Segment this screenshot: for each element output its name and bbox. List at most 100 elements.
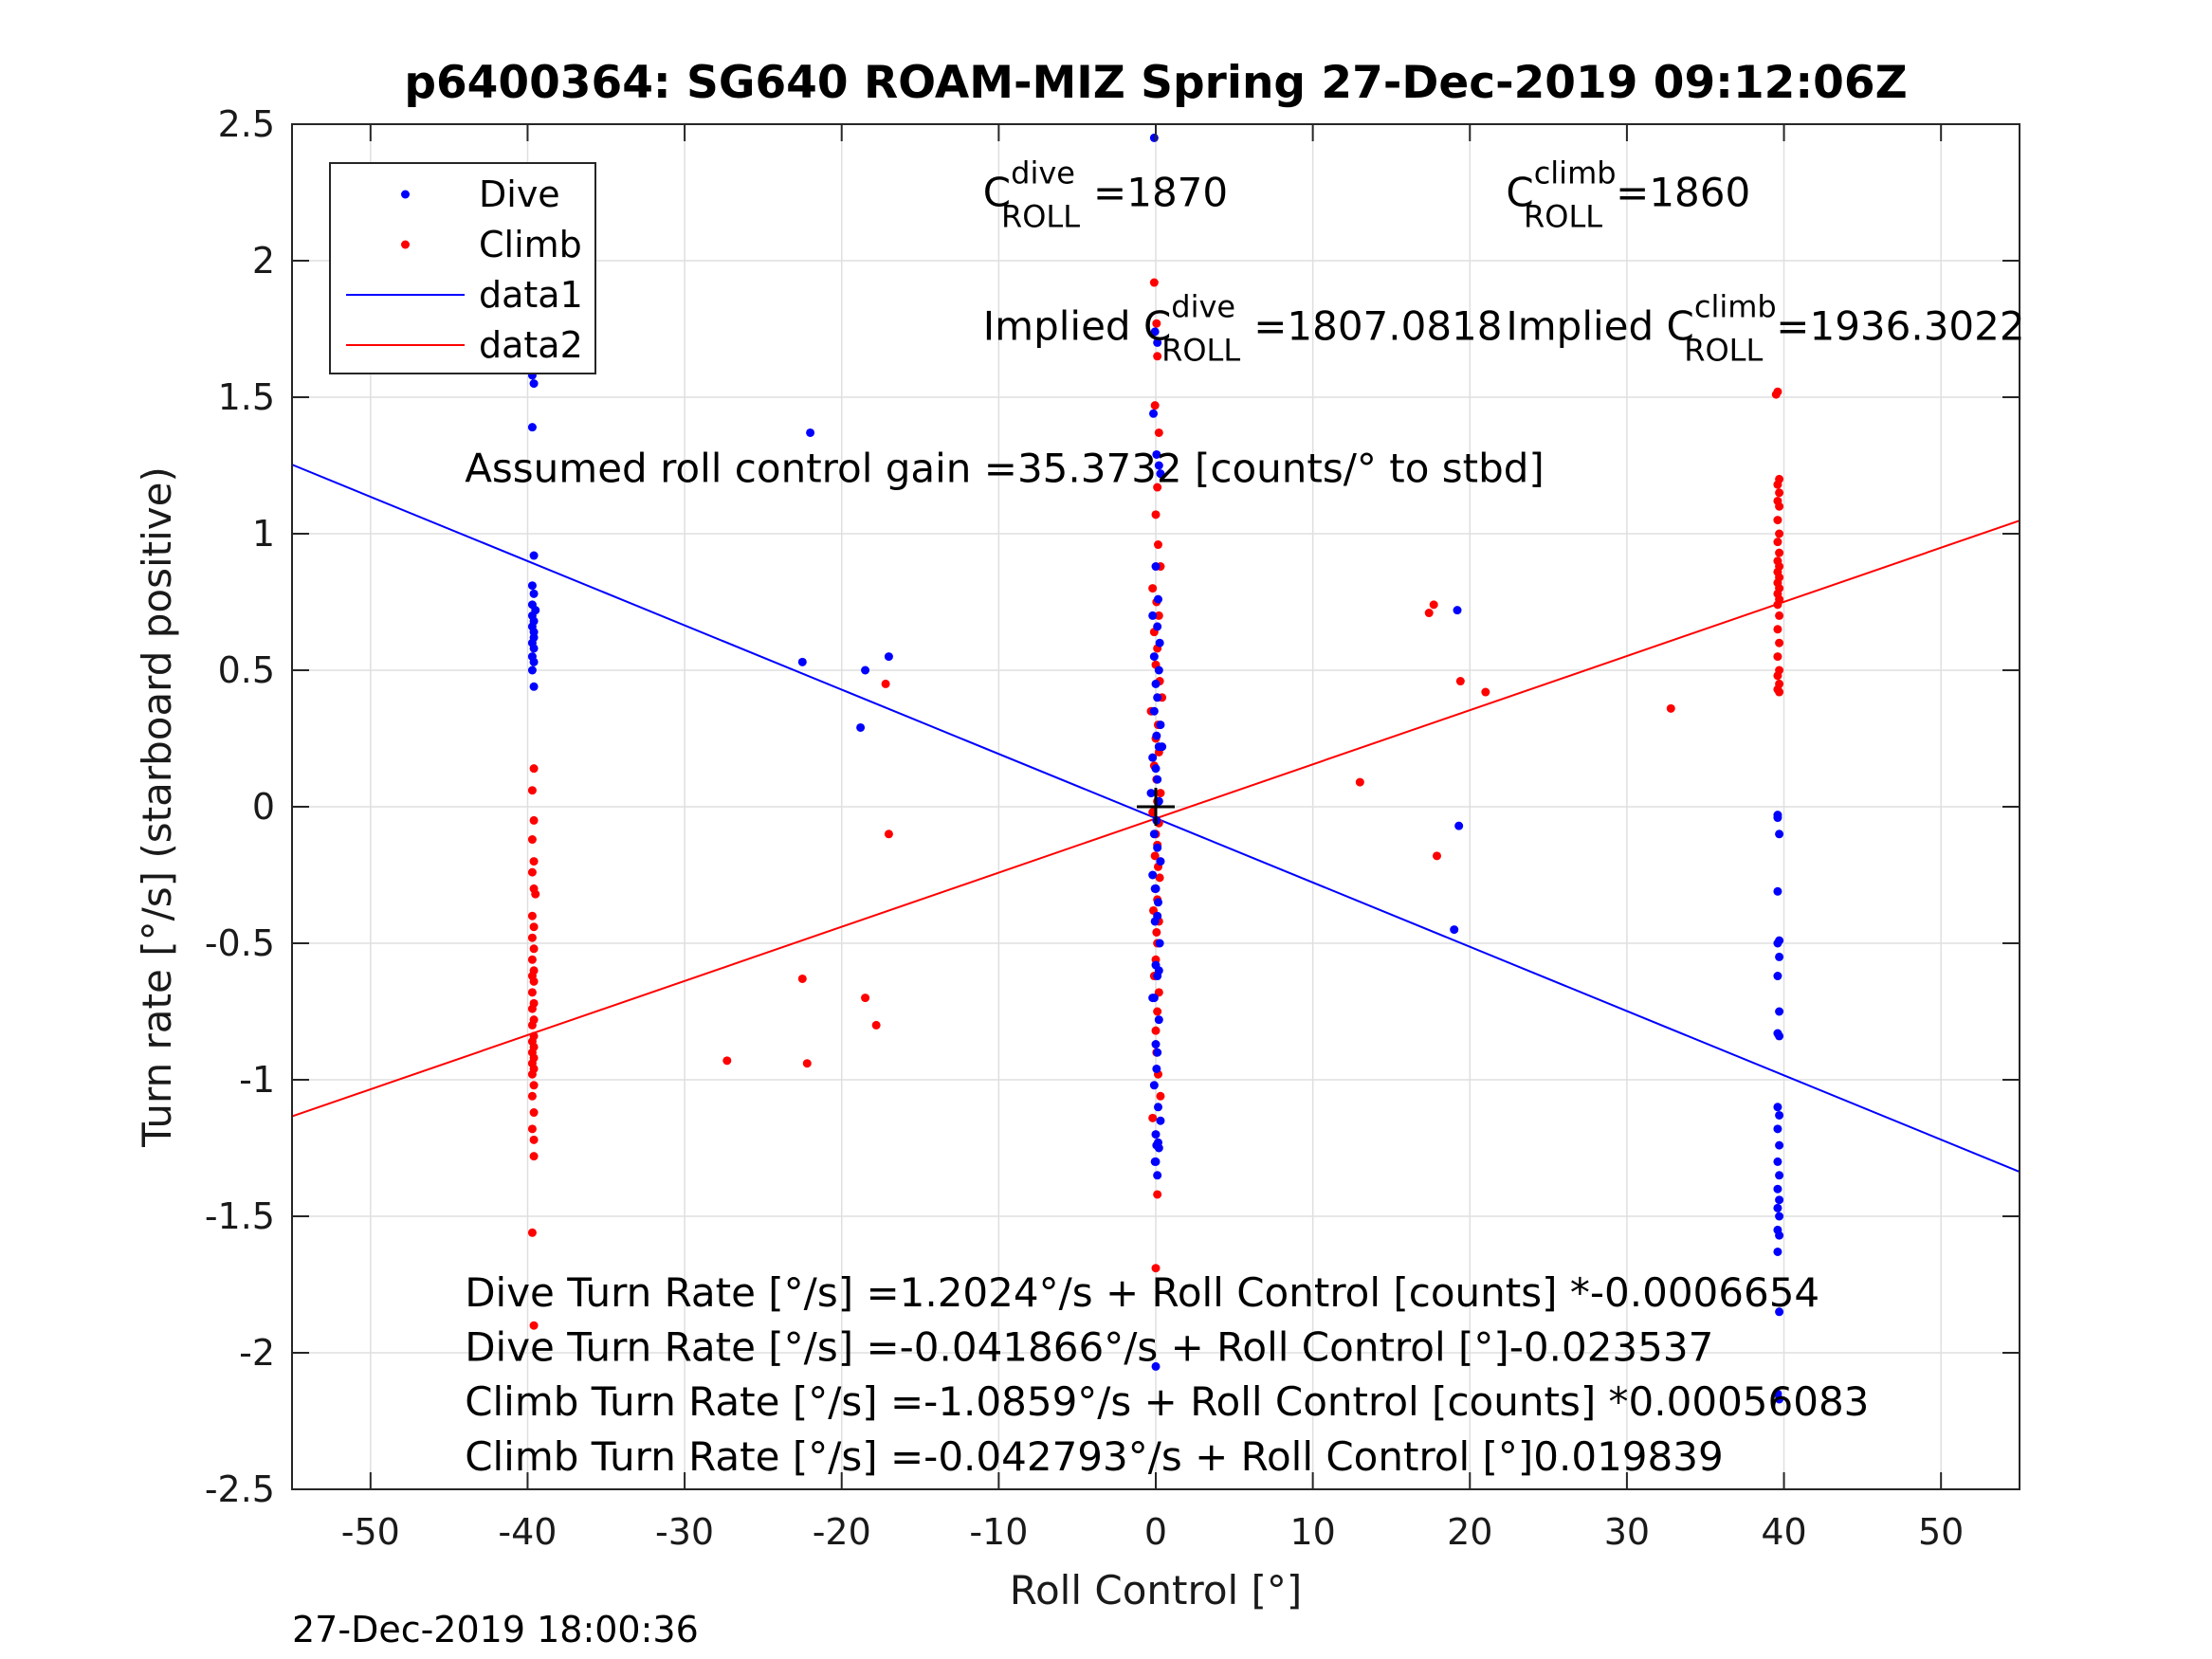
point-dive [1775, 1110, 1784, 1120]
point-climb [1455, 677, 1465, 686]
point-dive [1773, 972, 1782, 981]
point-dive [1156, 469, 1165, 479]
point-climb [1773, 538, 1782, 547]
point-climb [527, 867, 537, 877]
center-marker [1137, 788, 1175, 826]
point-dive [1149, 133, 1159, 142]
point-dive [1775, 1212, 1784, 1221]
y-tick-label: -0.5 [205, 922, 275, 964]
point-climb [1481, 687, 1490, 697]
point-climb [1773, 387, 1782, 396]
point-climb [1773, 516, 1782, 525]
point-dive [1153, 1048, 1162, 1057]
point-dive [856, 722, 866, 732]
point-climb [1151, 1264, 1161, 1273]
point-dive [1153, 775, 1162, 784]
point-dive [1151, 764, 1161, 774]
point-climb [1153, 483, 1162, 492]
point-dive [529, 551, 539, 560]
point-climb [531, 889, 540, 899]
point-dive [1155, 638, 1164, 647]
point-climb [1355, 777, 1364, 787]
point-dive [1775, 952, 1784, 961]
point-dive [1151, 1040, 1161, 1049]
point-dive [1775, 1231, 1784, 1240]
x-tick-label: -10 [969, 1511, 1028, 1553]
x-tick-label: 0 [1144, 1511, 1167, 1553]
y-tick-label: 0 [252, 786, 275, 828]
point-climb [529, 764, 539, 774]
point-dive [1153, 1138, 1162, 1147]
point-dive [1773, 811, 1782, 820]
point-dive [1149, 706, 1159, 716]
point-dive [1775, 1395, 1784, 1404]
point-dive [1153, 622, 1162, 631]
implied-c-roll-climb-annotation: Implied Cclimb ROLL=1936.3022 [1506, 289, 2024, 369]
point-climb [527, 1020, 537, 1030]
point-dive [527, 581, 537, 591]
point-climb [1152, 319, 1161, 328]
point-dive [529, 657, 539, 666]
legend-label: Dive [479, 173, 560, 215]
point-dive [797, 657, 807, 666]
implied-c-roll-dive-annotation: Implied Cdive ROLL=1807.0818 [983, 289, 1503, 369]
point-dive [1149, 652, 1159, 662]
point-dive [1775, 1195, 1784, 1205]
point-climb [1156, 789, 1165, 798]
point-dive [529, 379, 539, 389]
point-climb [1773, 600, 1782, 610]
x-tick-label: 30 [1604, 1511, 1650, 1553]
point-climb [527, 1228, 537, 1237]
point-dive [884, 652, 893, 662]
point-climb [1773, 671, 1782, 681]
point-climb [527, 1004, 537, 1013]
point-climb [1775, 638, 1784, 647]
point-climb [1154, 428, 1163, 437]
point-dive [1151, 1361, 1161, 1371]
y-tick-label: 2 [252, 240, 275, 282]
legend-box [329, 162, 596, 374]
point-dive [529, 589, 539, 598]
y-tick-label: -1 [239, 1059, 275, 1101]
x-tick-label: -30 [655, 1511, 714, 1553]
legend-label: data1 [479, 274, 583, 316]
legend: Dive Climb data1 data2 [329, 162, 596, 374]
point-dive [1148, 611, 1158, 620]
point-dive [1148, 753, 1158, 762]
point-dive [1775, 1140, 1784, 1150]
equations: Dive Turn Rate [°/s] =1.2024°/s + Roll C… [465, 1269, 1869, 1480]
point-climb [802, 1059, 812, 1068]
point-climb [1153, 1190, 1162, 1199]
point-climb [527, 1091, 537, 1101]
point-dive [1156, 857, 1165, 866]
point-climb [884, 830, 893, 839]
point-climb [529, 857, 539, 866]
point-dive [1146, 789, 1156, 798]
point-dive [1151, 679, 1161, 688]
point-climb [797, 974, 807, 983]
point-climb [1153, 540, 1162, 550]
point-climb [1153, 352, 1162, 361]
point-dive [1773, 1203, 1782, 1212]
chart-title: p6400364: SG640 ROAM-MIZ Spring 27-Dec-2… [404, 57, 1907, 109]
point-climb [529, 922, 539, 932]
point-dive [806, 428, 815, 437]
point-dive [1155, 939, 1164, 948]
x-tick-label: 50 [1918, 1511, 1964, 1553]
point-climb [1152, 927, 1161, 937]
point-dive [1158, 742, 1167, 752]
point-dive [1154, 665, 1163, 675]
point-climb [529, 1108, 539, 1118]
c-roll-climb-annotation: Cclimb ROLL=1860 [1506, 155, 1750, 234]
point-climb [1775, 611, 1784, 620]
point-climb [1155, 873, 1164, 883]
point-climb [527, 933, 537, 942]
point-dive [1150, 884, 1160, 893]
point-dive [1150, 327, 1160, 337]
point-climb [881, 679, 890, 688]
point-climb [1775, 488, 1784, 498]
point-dive [1153, 843, 1162, 852]
point-climb [1432, 851, 1441, 861]
point-climb [529, 1135, 539, 1144]
